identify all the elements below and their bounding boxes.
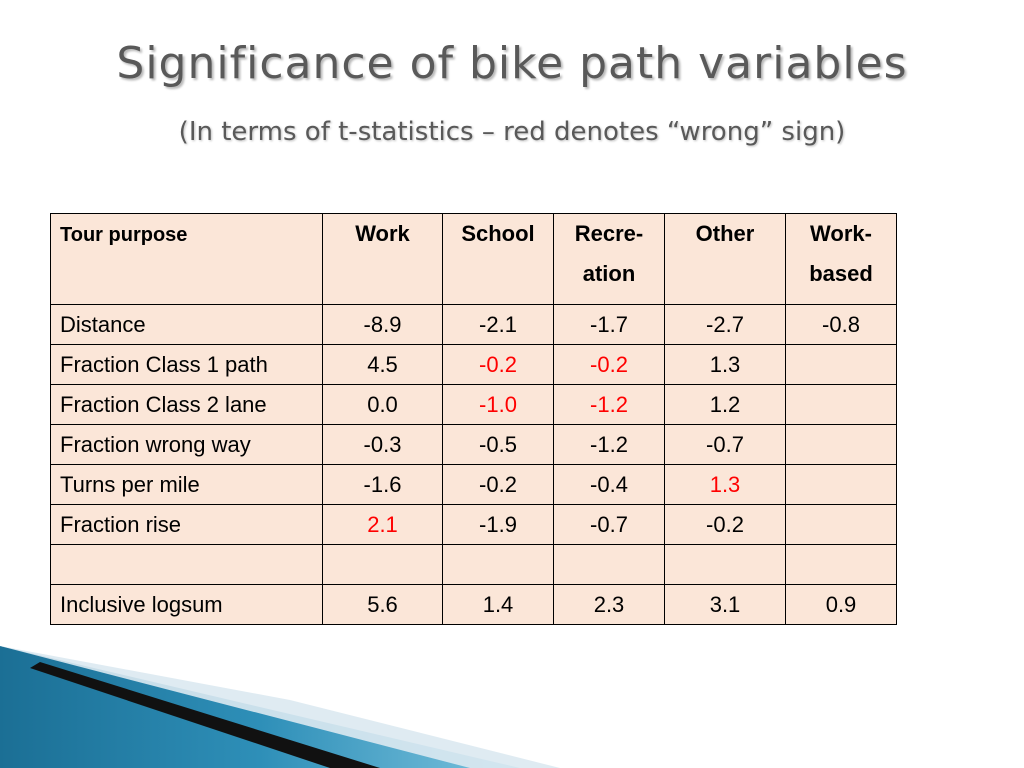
table-cell: 0.0	[322, 384, 443, 425]
table-cell: -0.4	[553, 464, 665, 505]
table-cell	[785, 504, 897, 545]
t-statistics-table: Tour purpose Work School Recre-ation Oth…	[50, 213, 897, 625]
table-cell: 3.1	[664, 584, 786, 625]
header-recreation: Recre-ation	[553, 213, 665, 305]
header-other: Other	[664, 213, 786, 305]
header-tour-purpose: Tour purpose	[50, 213, 323, 305]
black-swoosh-stripe	[30, 662, 380, 768]
row-label: Turns per mile	[50, 464, 323, 505]
table-cell: -1.7	[553, 304, 665, 345]
table-cell-wrong-sign: -1.2	[553, 384, 665, 425]
table-cell	[322, 544, 443, 585]
table-cell: -0.2	[442, 464, 554, 505]
table-cell	[553, 544, 665, 585]
table-cell: -0.5	[442, 424, 554, 465]
row-label: Distance	[50, 304, 323, 345]
table-cell: -2.7	[664, 304, 786, 345]
table-cell: -0.2	[664, 504, 786, 545]
table-cell	[785, 424, 897, 465]
table-cell-wrong-sign: 2.1	[322, 504, 443, 545]
table-header-row: Tour purpose Work School Recre-ation Oth…	[50, 213, 897, 305]
slide-title: Significance of bike path variables	[116, 38, 908, 89]
table-row: Fraction Class 1 path 4.5 -0.2 -0.2 1.3	[50, 344, 897, 385]
table-cell-wrong-sign: -0.2	[553, 344, 665, 385]
table-cell: -8.9	[322, 304, 443, 345]
header-work-based: Work-based	[785, 213, 897, 305]
table-cell-wrong-sign: -1.0	[442, 384, 554, 425]
row-label: Inclusive logsum	[50, 584, 323, 625]
table-cell: -1.6	[322, 464, 443, 505]
row-label	[50, 544, 323, 585]
table-cell: 1.3	[664, 344, 786, 385]
table-cell: 1.2	[664, 384, 786, 425]
table-row: Fraction wrong way -0.3 -0.5 -1.2 -0.7	[50, 424, 897, 465]
header-work: Work	[322, 213, 443, 305]
slide-subtitle: (In terms of t-statistics – red denotes …	[178, 117, 846, 147]
table-cell: 2.3	[553, 584, 665, 625]
row-label: Fraction wrong way	[50, 424, 323, 465]
header-school: School	[442, 213, 554, 305]
table-cell: -0.3	[322, 424, 443, 465]
table-cell: -0.8	[785, 304, 897, 345]
table-row: Distance -8.9 -2.1 -1.7 -2.7 -0.8	[50, 304, 897, 345]
table-cell: -0.7	[664, 424, 786, 465]
table-cell-wrong-sign: 1.3	[664, 464, 786, 505]
table-cell	[785, 464, 897, 505]
table-cell: 1.4	[442, 584, 554, 625]
row-label: Fraction rise	[50, 504, 323, 545]
table-cell: -2.1	[442, 304, 554, 345]
table-cell: 5.6	[322, 584, 443, 625]
table-row-empty	[50, 544, 897, 585]
table-cell	[442, 544, 554, 585]
table-cell: -0.7	[553, 504, 665, 545]
table-cell	[785, 384, 897, 425]
table-cell: 0.9	[785, 584, 897, 625]
light-swoosh-shape	[0, 646, 560, 768]
table-row: Inclusive logsum 5.6 1.4 2.3 3.1 0.9	[50, 584, 897, 625]
table-cell	[664, 544, 786, 585]
table-row: Fraction rise 2.1 -1.9 -0.7 -0.2	[50, 504, 897, 545]
table-cell	[785, 544, 897, 585]
table-cell-wrong-sign: -0.2	[442, 344, 554, 385]
table-row: Turns per mile -1.6 -0.2 -0.4 1.3	[50, 464, 897, 505]
